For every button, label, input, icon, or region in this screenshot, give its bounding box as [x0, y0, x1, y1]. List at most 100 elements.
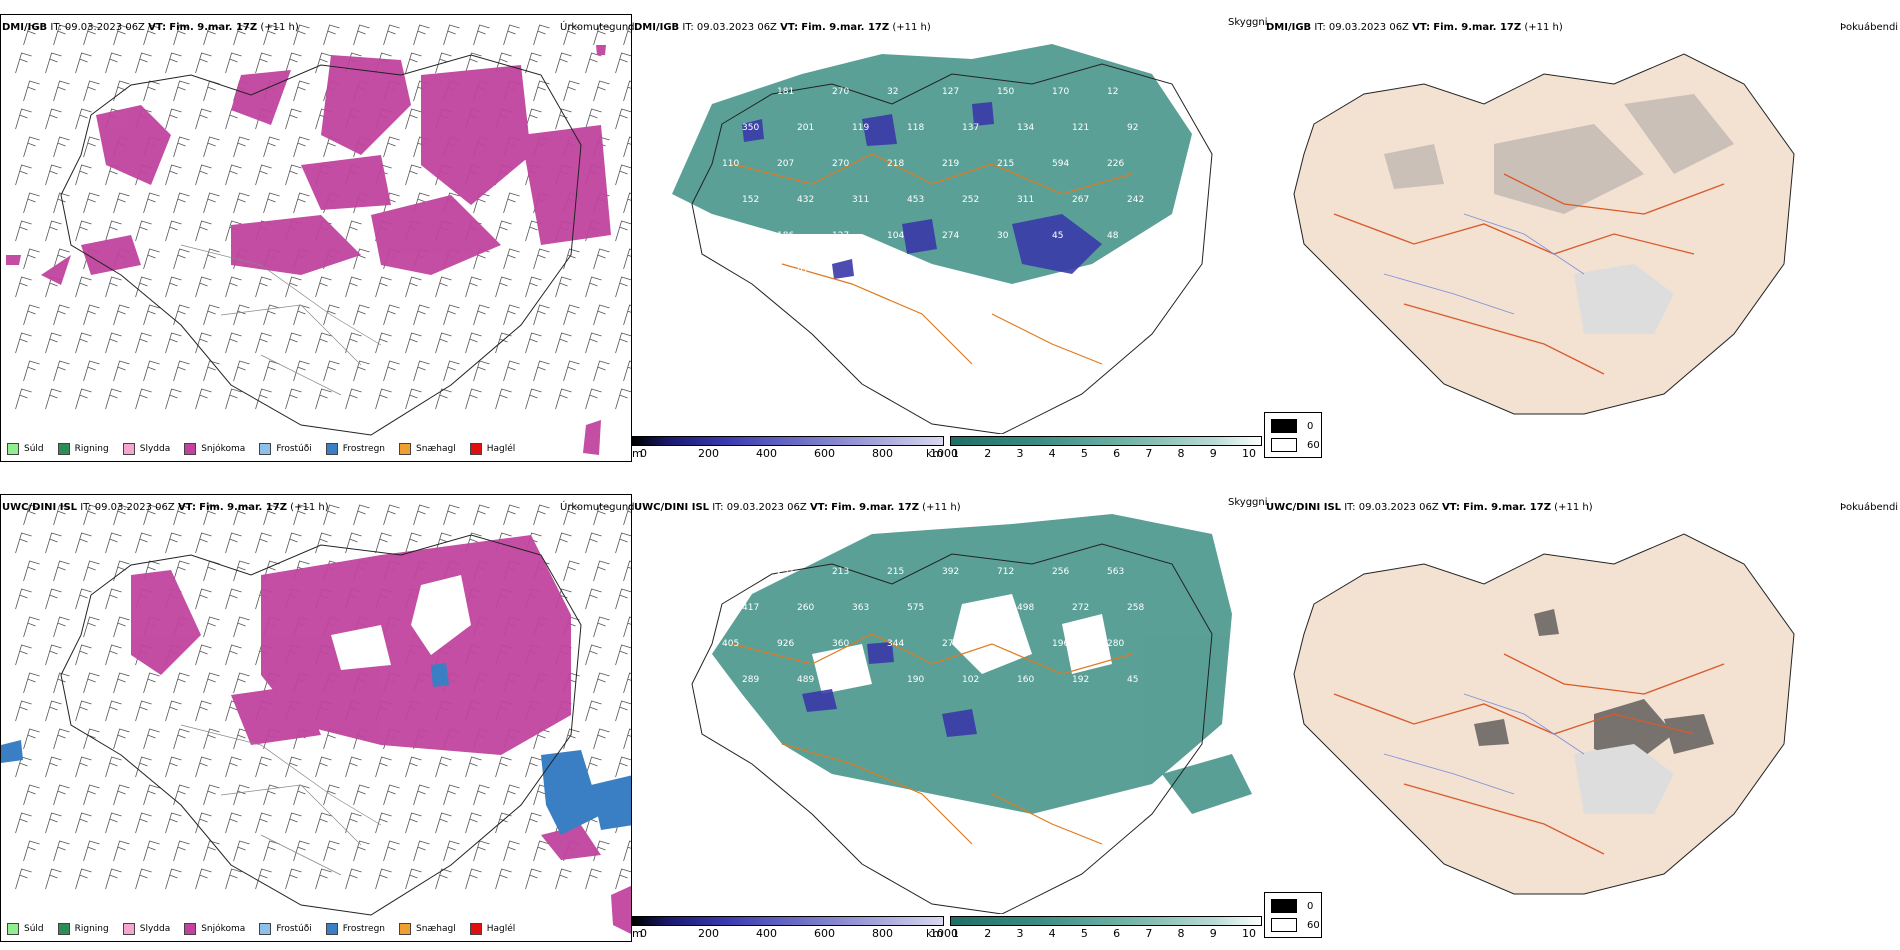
wind-barb [195, 388, 212, 410]
wind-barb [53, 840, 70, 862]
wind-barb [225, 52, 242, 74]
wind-barb [405, 332, 422, 354]
colorbar-km-top: km 1 2 3 4 5 6 7 8 9 10 [926, 434, 1262, 462]
wind-barb [173, 728, 190, 750]
cloud-base-label: 36 [742, 267, 754, 277]
row2-cloud-it-label: IT: [712, 502, 724, 513]
wind-barb [435, 388, 452, 410]
wind-barb [83, 80, 100, 102]
wind-barb [293, 784, 310, 806]
wind-barb [263, 24, 280, 46]
cloud-panel-top: 228 181 270 32 127 150 170 12 350 201 119 118 137 134… [632, 14, 1264, 462]
wind-barb [225, 164, 242, 186]
wind-barb [593, 728, 610, 750]
wind-barb [503, 24, 520, 46]
wind-barb [143, 840, 160, 862]
wind-barb [345, 332, 362, 354]
wind-barb [615, 108, 631, 130]
wind-barb [495, 276, 512, 298]
wind-barb [593, 360, 610, 382]
wind-barb [15, 164, 32, 186]
wind-barb [315, 388, 332, 410]
wind-barb [195, 700, 212, 722]
wind-barb [195, 532, 212, 554]
wind-barb [623, 672, 631, 694]
wind-barb [495, 812, 512, 834]
wind-barb [465, 868, 482, 890]
wind-barb [615, 700, 631, 722]
cloud-base-label: 121 [1072, 123, 1089, 133]
wind-barb [585, 532, 602, 554]
wind-barb [75, 276, 92, 298]
wind-barb [555, 332, 572, 354]
legend-label: Frostúði [276, 924, 312, 934]
legend-swatch [122, 923, 135, 935]
wind-barb [405, 164, 422, 186]
wind-barb [113, 840, 130, 862]
wind-barb [75, 812, 92, 834]
wind-barb [233, 360, 250, 382]
wind-barb [135, 276, 152, 298]
wind-barb [195, 52, 212, 74]
wind-barb [533, 304, 550, 326]
wind-barb [225, 756, 242, 778]
cloud-base-label: 181 [722, 231, 739, 241]
row2-lead: (+11 h) [290, 502, 329, 513]
wind-barb [203, 616, 220, 638]
wind-barb [165, 220, 182, 242]
fog-map-top [1293, 53, 1795, 415]
wind-barb [293, 840, 310, 862]
wind-barb [173, 784, 190, 806]
wind-barb [345, 532, 362, 554]
row2-fog-it-value: 09.03.2023 06Z [1358, 502, 1439, 513]
wind-barb [443, 24, 460, 46]
wind-barb [473, 24, 490, 46]
wind-barb [15, 108, 32, 130]
legend-swatch [259, 923, 272, 935]
colorbar-tick: 0 [640, 927, 647, 940]
wind-barb [293, 80, 310, 102]
legend-item: Haglél [469, 443, 515, 455]
wind-barb [623, 248, 631, 270]
wind-barb [405, 276, 422, 298]
wind-barb [563, 24, 580, 46]
wind-barb [15, 868, 32, 890]
wind-barb [593, 672, 610, 694]
fog-legend-top: 0 60 [1264, 412, 1322, 458]
wind-barb [263, 784, 280, 806]
fog-legend-0-label: 0 [1307, 420, 1314, 432]
legend-label: Súld [24, 444, 44, 454]
wind-barb [165, 532, 182, 554]
wind-barb [263, 504, 280, 526]
wind-barb [563, 360, 580, 382]
colorbar-m-bottom: m 0 200 400 600 800 1000 [632, 914, 958, 942]
wind-barb [405, 812, 422, 834]
wind-barb [263, 304, 280, 326]
colorbar-tick: 800 [872, 927, 893, 940]
wind-barb [225, 532, 242, 554]
wind-barb [113, 672, 130, 694]
colorbar-tick: 6 [1113, 447, 1121, 460]
wind-barb [195, 588, 212, 610]
colorbar-tick: 2 [984, 927, 992, 940]
wind-barb [465, 756, 482, 778]
wind-barb [435, 332, 452, 354]
wind-barb [105, 220, 122, 242]
wind-barb [375, 332, 392, 354]
wind-barb [593, 504, 610, 526]
wind-barb [593, 560, 610, 582]
wind-barb [353, 360, 370, 382]
wind-barb [285, 276, 302, 298]
wind-barb [75, 52, 92, 74]
wind-barb [503, 784, 520, 806]
wind-barb [203, 24, 220, 46]
wind-barb [53, 24, 70, 46]
cloud-base-label: 280 [1107, 639, 1124, 649]
wind-barb [75, 700, 92, 722]
colorbar-tick: 6 [1113, 927, 1121, 940]
wind-barb [345, 812, 362, 834]
wind-barb [615, 276, 631, 298]
wind-barb [143, 672, 160, 694]
wind-barb [135, 812, 152, 834]
colorbar-tick: 5 [1080, 447, 1088, 460]
